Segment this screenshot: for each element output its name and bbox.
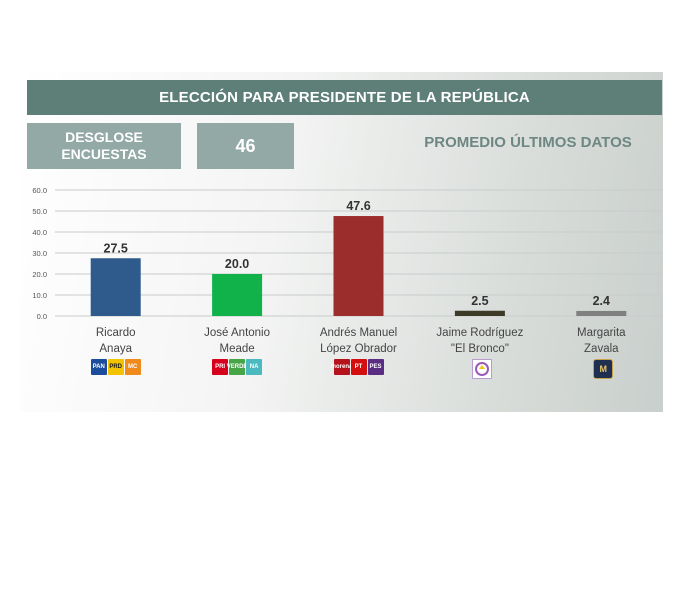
category-label: Margarita [577,327,626,339]
nueva-alianza-logo: NA [246,359,263,375]
data-label: 47.6 [346,199,370,213]
party-logo-group: M [593,359,614,379]
independiente-logo [471,359,492,379]
y-tick-label: 60.0 [32,186,47,195]
desglose-encuestas-box[interactable]: DESGLOSE ENCUESTAS [27,123,181,169]
y-tick-label: 0.0 [37,312,47,321]
data-label: 2.4 [593,294,610,308]
bar [454,310,505,316]
category-label: López Obrador [320,343,397,355]
data-label: 27.5 [104,241,128,255]
category-label: Meade [220,343,255,355]
bar [333,216,384,316]
pan-logo: PAN [90,359,107,375]
pvem-logo: VERDE [227,359,247,375]
mc-logo: MC [124,359,141,375]
party-logo-group [471,359,492,379]
pt-logo: PT [350,359,367,375]
bar [90,258,141,316]
prd-logo: PRD [107,359,124,375]
party-logo-group: PAN PRD MC [90,359,141,375]
category-label: Andrés Manuel [320,327,397,339]
promedio-label: PROMEDIO ÚLTIMOS DATOS [424,134,632,151]
data-label: 20.0 [225,257,249,271]
category-label: Ricardo [96,327,136,339]
y-tick-label: 20.0 [32,270,47,279]
category-label: "El Bronco" [451,343,509,355]
category-label: Anaya [99,343,132,355]
pes-logo: PES [367,359,384,375]
y-tick-label: 50.0 [32,207,47,216]
data-label: 2.5 [471,294,488,308]
bar [576,310,627,316]
category-label: José Antonio [204,327,270,339]
page-title: ELECCIÓN PARA PRESIDENTE DE LA REPÚBLICA [27,80,662,115]
survey-count-box: 46 [197,123,294,169]
party-logo-group: morena PT PES [331,359,384,375]
desglose-encuestas-label: DESGLOSE ENCUESTAS [61,129,147,162]
y-tick-label: 10.0 [32,291,47,300]
category-label: Jaime Rodríguez [436,327,523,339]
category-label: Zavala [584,343,619,355]
zavala-logo: M [593,359,614,379]
pri-logo: PRI [212,359,229,375]
y-tick-label: 40.0 [32,228,47,237]
party-logo-group: PRI VERDE NA [212,359,263,375]
bar [212,274,263,316]
morena-logo: morena [331,359,352,375]
y-tick-label: 30.0 [32,249,47,258]
